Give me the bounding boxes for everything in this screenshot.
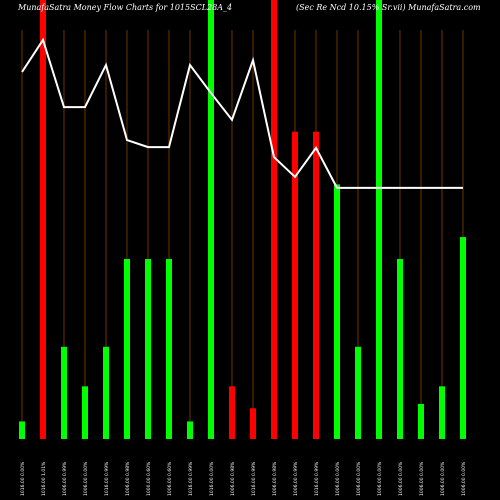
- bar: [103, 346, 109, 439]
- bar: [271, 0, 277, 439]
- bar: [250, 408, 256, 439]
- bar: [208, 0, 214, 439]
- bar: [334, 184, 340, 439]
- bar: [124, 259, 130, 439]
- bar: [229, 386, 235, 439]
- bar: [439, 386, 445, 439]
- x-tick-label: 1016.00 1.01%: [41, 461, 47, 496]
- bar: [166, 259, 172, 439]
- x-tick-label: 1006.00 0.00%: [356, 461, 362, 496]
- bar: [61, 346, 67, 439]
- chart-title: MunafaSatra Money Flow Charts for 1015SC…: [17, 3, 232, 12]
- bar: [376, 0, 382, 439]
- money-flow-line: [21, 37, 463, 189]
- bar: [418, 403, 424, 439]
- x-tick-label: 1016.00 0.99%: [104, 461, 110, 496]
- x-tick-label: 1006.00 0.00%: [398, 461, 404, 496]
- x-tick-label: 1006.00 0.00%: [419, 461, 425, 496]
- x-tick-label: 1016.00 0.00%: [20, 461, 26, 496]
- x-tick-label: 1016.00 0.99%: [188, 461, 194, 496]
- x-tick-label: 1000.00 0.60%: [146, 461, 152, 496]
- bar: [145, 259, 151, 439]
- bar: [187, 421, 193, 439]
- x-tick-label: 1016.00 0.99%: [314, 461, 320, 496]
- x-tick-label: 1006.00 0.99%: [293, 461, 299, 496]
- x-tick-label: 1006.00 0.00%: [440, 461, 446, 496]
- x-tick-label: 1006.00 0.00%: [83, 461, 89, 496]
- x-tick-label: 1006.00 0.00%: [377, 461, 383, 496]
- bar: [397, 259, 403, 439]
- bar: [292, 131, 298, 439]
- x-tick-label: 1006.00 0.00%: [335, 461, 341, 496]
- bar: [460, 237, 466, 439]
- bar: [355, 346, 361, 439]
- x-tick-label: 1006.00 0.98%: [230, 461, 236, 496]
- x-tick-label: 1016.00 0.00%: [209, 461, 215, 496]
- bar: [19, 421, 25, 439]
- bar: [313, 131, 319, 439]
- x-tick-label: 1006.00 0.98%: [272, 461, 278, 496]
- x-tick-label: 1006.00 0.98%: [125, 461, 131, 496]
- x-tick-label: 1006.00 0.60%: [167, 461, 173, 496]
- bar: [40, 0, 46, 439]
- x-tick-label: 1016.00 0.99%: [251, 461, 257, 496]
- bar: [82, 386, 88, 439]
- chart-subtitle: (Sec Re Ncd 10.15% Sr.vii) MunafaSatra.c…: [296, 3, 481, 12]
- x-tick-label: 1006.00 0.99%: [62, 461, 68, 496]
- x-tick-label: 1006.00 0.00%: [461, 461, 467, 496]
